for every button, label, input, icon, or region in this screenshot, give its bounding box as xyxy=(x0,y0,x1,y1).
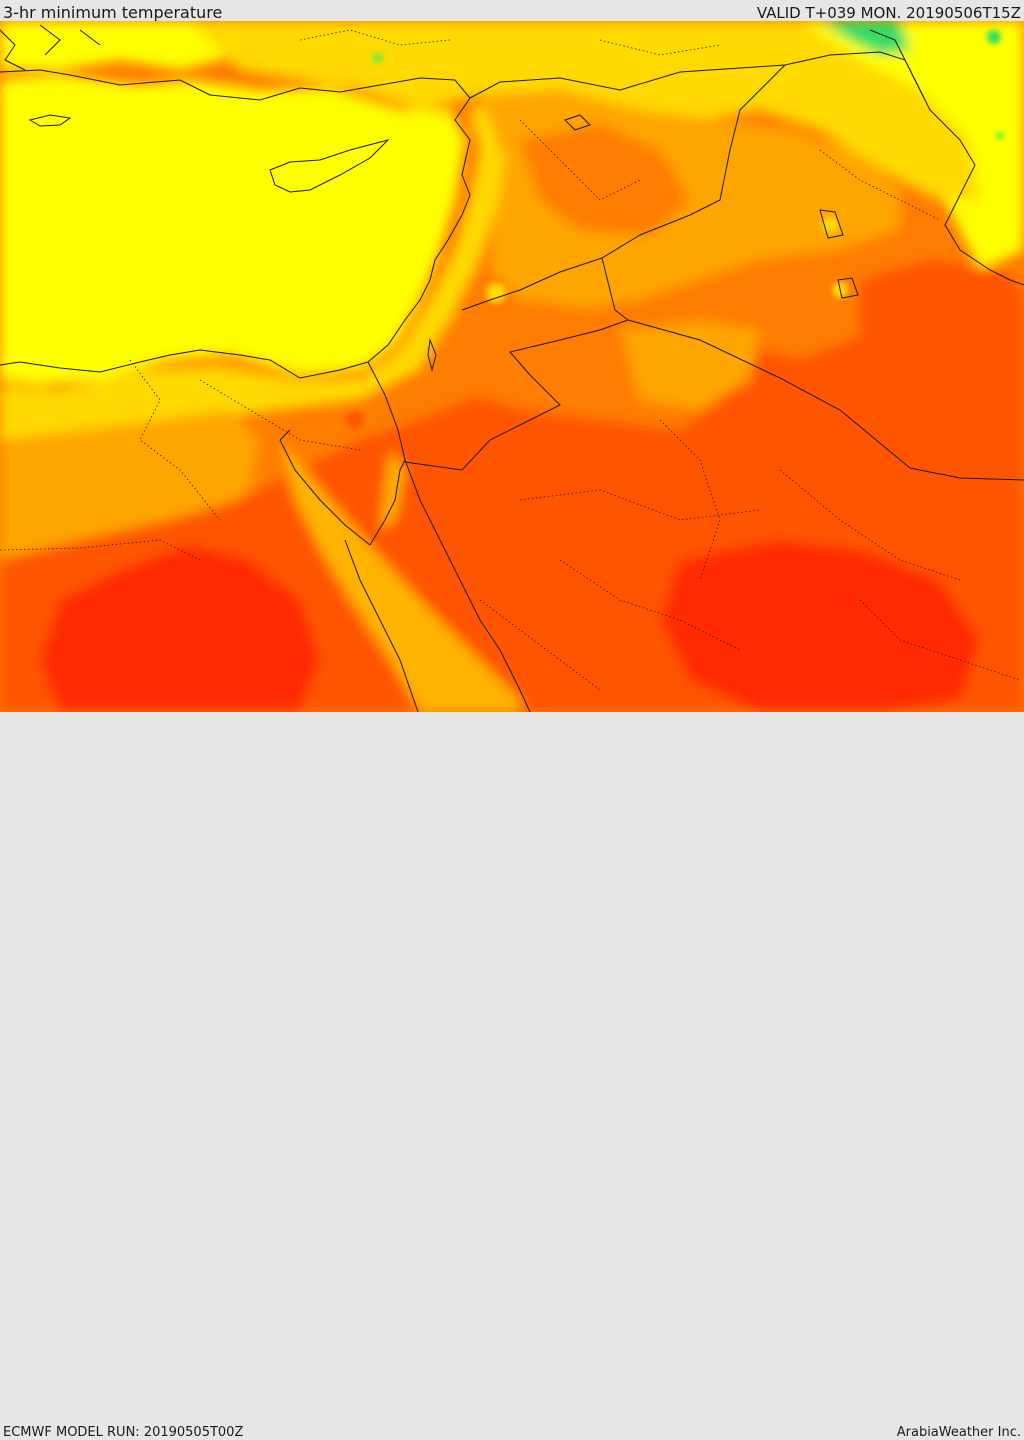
band-red-sea xyxy=(280,440,520,712)
band-north-yolk xyxy=(190,21,980,200)
border-iraq-jordan xyxy=(601,257,629,321)
band-iraq-red xyxy=(860,260,1024,400)
model-run: ECMWF MODEL RUN: 20190505T00Z xyxy=(3,1425,244,1440)
band-egypt-red xyxy=(40,545,320,712)
band-cool-green xyxy=(820,21,910,55)
political-boundaries xyxy=(367,51,1024,481)
coast-levant xyxy=(367,194,471,363)
border-syria-jordan xyxy=(461,257,603,311)
coast-gulf-head xyxy=(974,259,1024,286)
coast-cyprus xyxy=(269,139,390,193)
coast-aegean xyxy=(0,24,101,71)
footer-bar: ECMWF MODEL RUN: 20190505T00Z ArabiaWeat… xyxy=(0,712,1024,1440)
province-lines xyxy=(0,29,1021,691)
band-egypt-orange xyxy=(0,410,260,560)
province-line-2 xyxy=(0,539,201,561)
band-north-yellow xyxy=(0,21,1024,270)
border-iran-iraq xyxy=(784,51,976,261)
spot-red-2 xyxy=(492,432,508,448)
province-line-11 xyxy=(599,39,721,56)
province-line-7 xyxy=(559,559,741,651)
temperature-bands xyxy=(0,21,1024,712)
header-bar: 3-hr minimum temperature VALID T+039 MON… xyxy=(0,0,1024,22)
coast-dead-sea xyxy=(427,338,437,372)
coast-lake-assad xyxy=(564,114,591,131)
coast-turkey-south xyxy=(0,69,471,196)
coast-redsea-east xyxy=(404,459,531,712)
province-line-9 xyxy=(819,149,941,221)
spot-orange-1 xyxy=(486,283,506,303)
band-med-sea xyxy=(0,75,465,385)
coast-lake-tharthar xyxy=(819,209,844,239)
spot-orange-3 xyxy=(822,217,838,233)
coast-egypt-north xyxy=(0,349,369,379)
province-line-8 xyxy=(519,119,641,201)
spot-red-1 xyxy=(346,411,364,429)
border-jordan-saudi xyxy=(404,319,629,471)
province-line-10 xyxy=(299,29,451,46)
credit: ArabiaWeather Inc. xyxy=(896,1425,1021,1440)
province-line-12 xyxy=(479,599,601,691)
spot-green-2 xyxy=(373,53,383,63)
valid-time: VALID T+039 MON. 20190506T15Z xyxy=(756,4,1021,22)
border-turkey-syria xyxy=(469,64,786,99)
band-saudi-red xyxy=(660,540,980,712)
province-line-3 xyxy=(199,379,361,451)
coastlines xyxy=(0,24,1024,712)
spot-green-3 xyxy=(996,131,1004,139)
border-iraq-saudi xyxy=(627,319,1024,481)
border-syria-iraq xyxy=(601,64,786,259)
coast-sinai-east xyxy=(369,459,406,546)
temperature-map xyxy=(0,21,1024,712)
detail-spots xyxy=(346,30,1004,448)
band-syria-dark xyxy=(520,125,690,235)
band-coast-yolk xyxy=(0,95,520,440)
coast-lake-habbaniyah xyxy=(837,277,859,299)
coast-crete xyxy=(28,114,72,127)
spot-green-1 xyxy=(987,30,1001,44)
border-egypt-israel xyxy=(367,361,406,461)
province-line-13 xyxy=(859,599,1021,681)
chart-title: 3-hr minimum temperature xyxy=(3,3,223,22)
band-aqaba xyxy=(380,450,405,530)
coast-redsea-west xyxy=(344,539,419,712)
province-line-4 xyxy=(519,489,761,521)
coast-sinai-west xyxy=(279,429,371,546)
band-western-orange xyxy=(620,320,760,410)
province-line-5 xyxy=(659,419,721,581)
province-line-1 xyxy=(129,359,221,521)
